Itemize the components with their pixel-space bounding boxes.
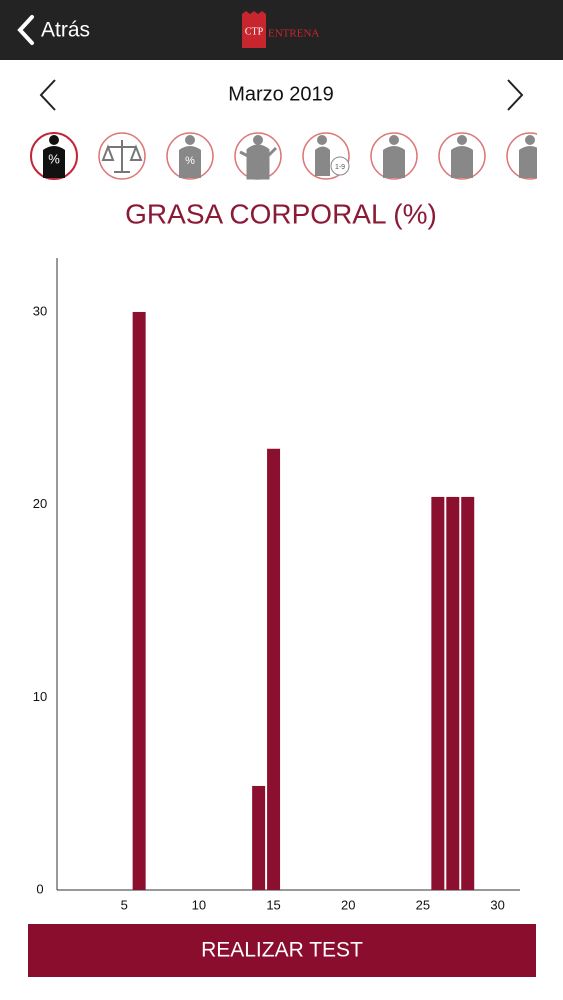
next-month[interactable]	[507, 79, 524, 111]
chart-title: GRASA CORPORAL (%)	[125, 198, 437, 229]
logo-text: ENTRENA	[268, 28, 319, 40]
icon-body	[179, 146, 201, 178]
icon-head	[317, 135, 327, 145]
bar	[446, 496, 460, 890]
icon-body	[239, 144, 278, 180]
test-button-label: REALIZAR TEST	[201, 939, 363, 962]
icon-body	[383, 146, 405, 178]
icon-text: %	[185, 155, 195, 167]
icon-text: 1-9	[335, 164, 345, 171]
month-label: Marzo 2019	[228, 83, 334, 105]
y-tick-label: 20	[33, 496, 47, 511]
chart: 0 10 20 30 5 10 15 20 25 30	[33, 258, 520, 912]
bar	[252, 785, 266, 890]
icon-head	[525, 135, 535, 145]
icon-badge	[330, 156, 350, 176]
logo-mark: CTP	[245, 26, 264, 37]
y-tick-label: 0	[36, 881, 43, 896]
bar	[267, 448, 281, 890]
icon-body	[43, 146, 65, 178]
bar	[461, 496, 475, 890]
icon-body	[451, 146, 473, 178]
top-bar	[0, 0, 563, 60]
icon-row: % % 1-9	[30, 125, 563, 185]
x-tick-label: 20	[341, 897, 355, 912]
back-chevron	[17, 15, 34, 45]
icon-head	[389, 135, 399, 145]
icon-head	[253, 135, 263, 145]
icon-body	[519, 146, 541, 178]
icon-scale	[101, 140, 143, 173]
x-tick-label: 25	[416, 897, 430, 912]
icon-head	[49, 135, 59, 145]
x-tick-label: 10	[192, 897, 206, 912]
icon-head	[185, 135, 195, 145]
test-button[interactable]	[28, 924, 536, 977]
logo-shield	[242, 11, 266, 48]
y-tick-label: 10	[33, 689, 47, 704]
bar	[132, 311, 146, 890]
x-tick-label: 15	[266, 897, 280, 912]
icon-text: %	[48, 151, 60, 166]
x-tick-label: 30	[490, 897, 504, 912]
icon-row-clip	[537, 125, 563, 185]
x-tick-label: 5	[121, 897, 128, 912]
prev-month[interactable]	[39, 79, 56, 111]
back-label: Atrás	[41, 19, 90, 42]
icon-head	[457, 135, 467, 145]
icon-body	[315, 146, 330, 176]
back-button[interactable]: Atrás	[17, 15, 90, 45]
y-tick-label: 30	[33, 303, 47, 318]
bar	[431, 496, 445, 890]
